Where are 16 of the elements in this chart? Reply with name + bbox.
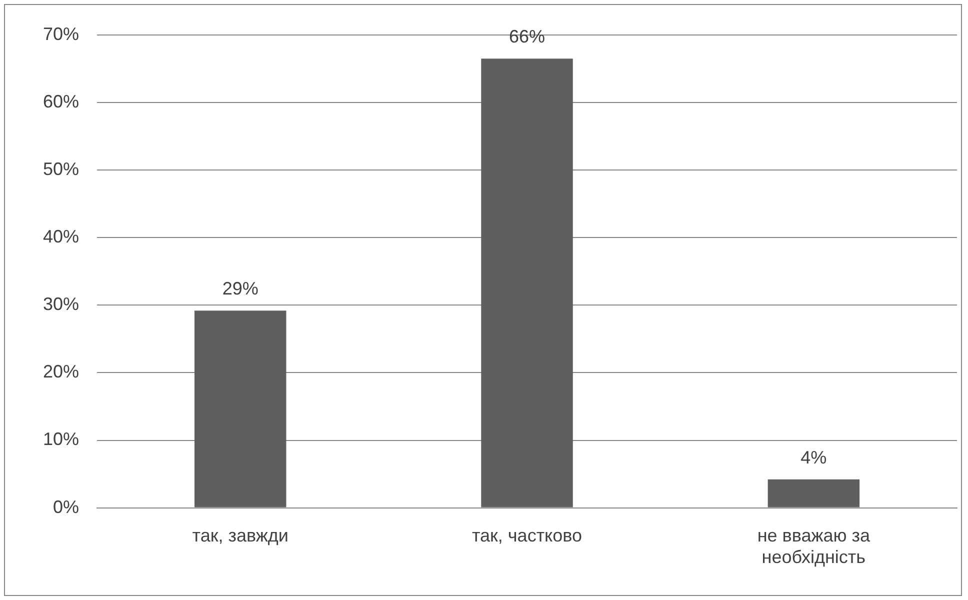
- bar: [194, 310, 286, 508]
- y-tick-label: 70%: [42, 24, 80, 44]
- bar: [481, 58, 573, 508]
- y-tick-label: 10%: [42, 429, 80, 450]
- x-tick-label: не вважаю за необхідність: [757, 526, 872, 568]
- x-tick-label: так, частково: [472, 526, 582, 546]
- data-label: 4%: [800, 447, 827, 468]
- x-tick-label: так, завжди: [192, 526, 288, 546]
- y-tick-label: 50%: [42, 159, 80, 180]
- y-tick-label: 20%: [42, 362, 80, 382]
- data-label: 29%: [222, 278, 258, 299]
- y-tick-label: 0%: [53, 496, 80, 517]
- bar: [768, 479, 860, 508]
- y-tick-label: 40%: [42, 226, 80, 247]
- y-tick-label: 60%: [42, 92, 80, 112]
- y-tick-label: 30%: [42, 294, 80, 314]
